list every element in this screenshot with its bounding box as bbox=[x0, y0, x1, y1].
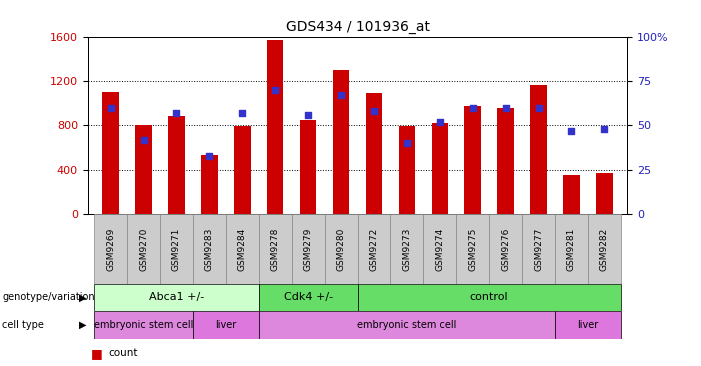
Text: ▶: ▶ bbox=[79, 320, 86, 330]
Text: GSM9280: GSM9280 bbox=[336, 227, 346, 270]
Text: Cdk4 +/-: Cdk4 +/- bbox=[284, 292, 333, 302]
Text: GSM9284: GSM9284 bbox=[238, 227, 247, 270]
Bar bbox=[366, 93, 382, 214]
Point bbox=[434, 119, 445, 125]
Bar bbox=[588, 214, 621, 284]
Text: Abca1 +/-: Abca1 +/- bbox=[149, 292, 204, 302]
Text: GSM9272: GSM9272 bbox=[369, 227, 379, 270]
Point bbox=[303, 112, 314, 117]
Text: cell type: cell type bbox=[2, 320, 44, 330]
Point bbox=[105, 105, 116, 111]
Point bbox=[467, 105, 478, 111]
Point bbox=[171, 110, 182, 116]
Bar bbox=[259, 284, 358, 311]
Text: liver: liver bbox=[578, 320, 599, 330]
Bar bbox=[193, 214, 226, 284]
Text: GSM9274: GSM9274 bbox=[435, 227, 444, 270]
Bar bbox=[259, 214, 292, 284]
Text: GSM9276: GSM9276 bbox=[501, 227, 510, 270]
Bar bbox=[432, 123, 448, 214]
Point bbox=[533, 105, 544, 111]
Bar bbox=[423, 214, 456, 284]
Point bbox=[566, 128, 577, 134]
Bar bbox=[563, 175, 580, 214]
Text: GSM9275: GSM9275 bbox=[468, 227, 477, 270]
Point bbox=[270, 87, 281, 93]
Bar bbox=[193, 311, 259, 339]
Text: GSM9283: GSM9283 bbox=[205, 227, 214, 270]
Text: ■: ■ bbox=[91, 347, 103, 360]
Text: GSM9278: GSM9278 bbox=[271, 227, 280, 270]
Bar bbox=[102, 92, 119, 214]
Bar bbox=[234, 127, 250, 214]
Point bbox=[500, 105, 511, 111]
Text: GSM9277: GSM9277 bbox=[534, 227, 543, 270]
Text: GSM9271: GSM9271 bbox=[172, 227, 181, 270]
Bar bbox=[226, 214, 259, 284]
Bar bbox=[333, 70, 349, 214]
Text: GSM9270: GSM9270 bbox=[139, 227, 148, 270]
Text: GSM9281: GSM9281 bbox=[567, 227, 576, 270]
Point bbox=[368, 108, 379, 114]
Point bbox=[336, 92, 347, 98]
Bar bbox=[596, 173, 613, 214]
Point bbox=[204, 153, 215, 158]
Text: ■: ■ bbox=[91, 365, 103, 366]
Bar bbox=[94, 311, 193, 339]
Bar bbox=[530, 85, 547, 214]
Text: GSM9279: GSM9279 bbox=[304, 227, 313, 270]
Text: liver: liver bbox=[215, 320, 236, 330]
Bar bbox=[399, 127, 415, 214]
Bar bbox=[489, 214, 522, 284]
Text: control: control bbox=[470, 292, 508, 302]
Bar bbox=[325, 214, 358, 284]
Point bbox=[138, 137, 149, 142]
Bar bbox=[456, 214, 489, 284]
Point bbox=[599, 126, 610, 132]
Text: GSM9273: GSM9273 bbox=[402, 227, 411, 270]
Bar bbox=[555, 311, 621, 339]
Bar bbox=[94, 214, 127, 284]
Title: GDS434 / 101936_at: GDS434 / 101936_at bbox=[285, 20, 430, 34]
Bar bbox=[498, 108, 514, 214]
Bar bbox=[135, 125, 152, 214]
Bar bbox=[201, 155, 217, 214]
Text: genotype/variation: genotype/variation bbox=[2, 292, 95, 302]
Bar bbox=[522, 214, 555, 284]
Bar bbox=[300, 120, 316, 214]
Bar bbox=[555, 214, 588, 284]
Text: embryonic stem cell: embryonic stem cell bbox=[358, 320, 456, 330]
Text: count: count bbox=[109, 348, 138, 358]
Point bbox=[237, 110, 248, 116]
Text: embryonic stem cell: embryonic stem cell bbox=[94, 320, 193, 330]
Bar bbox=[358, 284, 621, 311]
Point bbox=[401, 140, 412, 146]
Bar bbox=[267, 40, 283, 214]
Bar bbox=[292, 214, 325, 284]
Text: GSM9282: GSM9282 bbox=[600, 227, 609, 270]
Text: GSM9269: GSM9269 bbox=[106, 227, 115, 270]
Bar bbox=[168, 116, 185, 214]
Bar bbox=[94, 284, 259, 311]
Bar bbox=[358, 214, 390, 284]
Bar bbox=[160, 214, 193, 284]
Bar bbox=[465, 107, 481, 214]
Bar bbox=[390, 214, 423, 284]
Text: ▶: ▶ bbox=[79, 292, 86, 302]
Bar bbox=[127, 214, 160, 284]
Bar bbox=[259, 311, 555, 339]
